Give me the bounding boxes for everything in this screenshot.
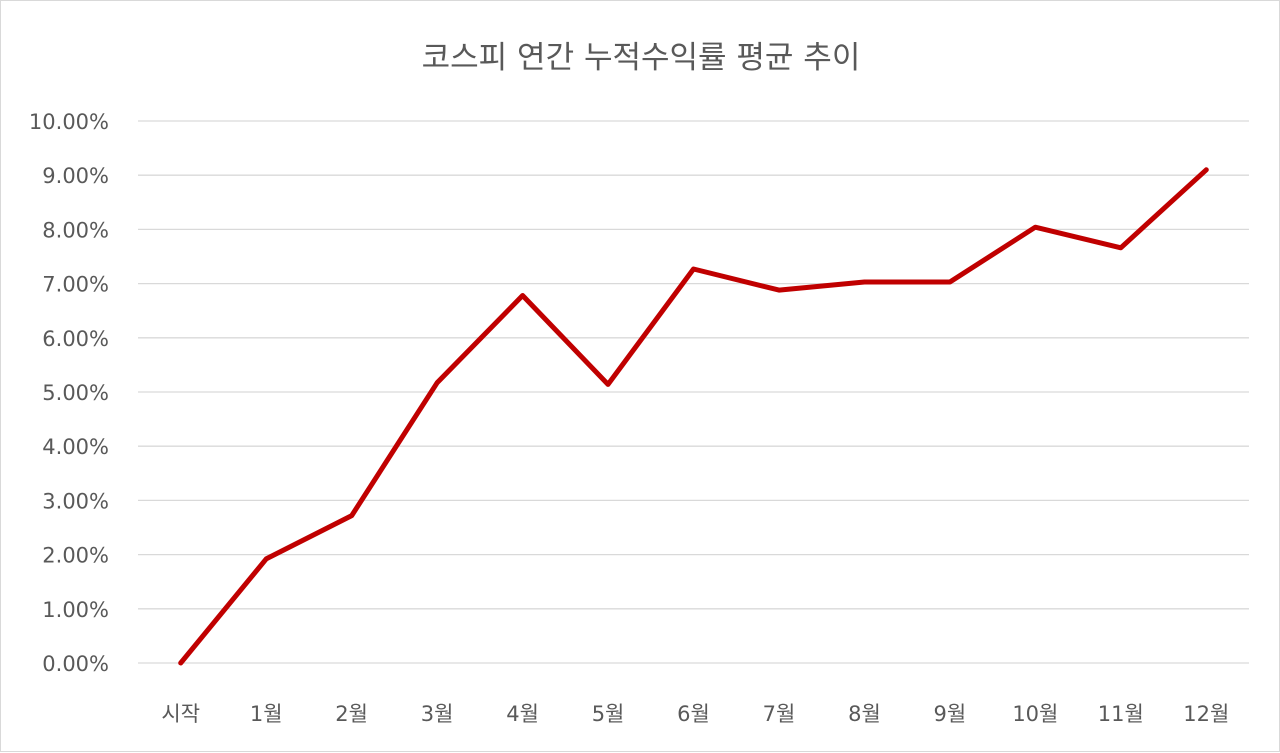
y-tick-label: 1.00% [42, 598, 109, 622]
series-line [181, 170, 1207, 663]
y-tick-label: 3.00% [42, 489, 109, 513]
x-tick-label: 12월 [1183, 702, 1229, 726]
gridlines [138, 121, 1249, 663]
series-group [181, 170, 1207, 663]
x-tick-label: 시작 [161, 702, 200, 726]
y-axis-tick-labels: 0.00% 1.00% 2.00% 3.00% 4.00% 5.00% 6.00% 7.00%… [29, 110, 109, 676]
y-tick-label: 7.00% [42, 273, 109, 297]
x-tick-label: 10월 [1012, 702, 1058, 726]
x-tick-label: 1월 [250, 702, 283, 726]
y-tick-label: 5.00% [42, 381, 109, 405]
y-tick-label: 0.00% [42, 652, 109, 676]
y-tick-label: 8.00% [42, 218, 109, 242]
y-tick-label: 6.00% [42, 327, 109, 351]
x-tick-label: 9월 [934, 702, 967, 726]
x-tick-label: 7월 [763, 702, 796, 726]
x-tick-label: 6월 [677, 702, 710, 726]
x-tick-label: 5월 [592, 702, 625, 726]
x-tick-label: 2월 [335, 702, 368, 726]
x-tick-label: 8월 [848, 702, 881, 726]
y-tick-label: 9.00% [42, 164, 109, 188]
y-tick-label: 4.00% [42, 435, 109, 459]
x-tick-label: 11월 [1098, 702, 1144, 726]
chart-title: 코스피 연간 누적수익률 평균 추이 [422, 40, 861, 76]
y-tick-label: 10.00% [29, 110, 109, 134]
x-axis-tick-labels: 시작 1월 2월 3월 4월 5월 6월 7월 8월 9월 10월 11월 12월 [161, 702, 1229, 726]
y-tick-label: 2.00% [42, 544, 109, 568]
x-tick-label: 3월 [421, 702, 454, 726]
x-tick-label: 4월 [506, 702, 539, 726]
